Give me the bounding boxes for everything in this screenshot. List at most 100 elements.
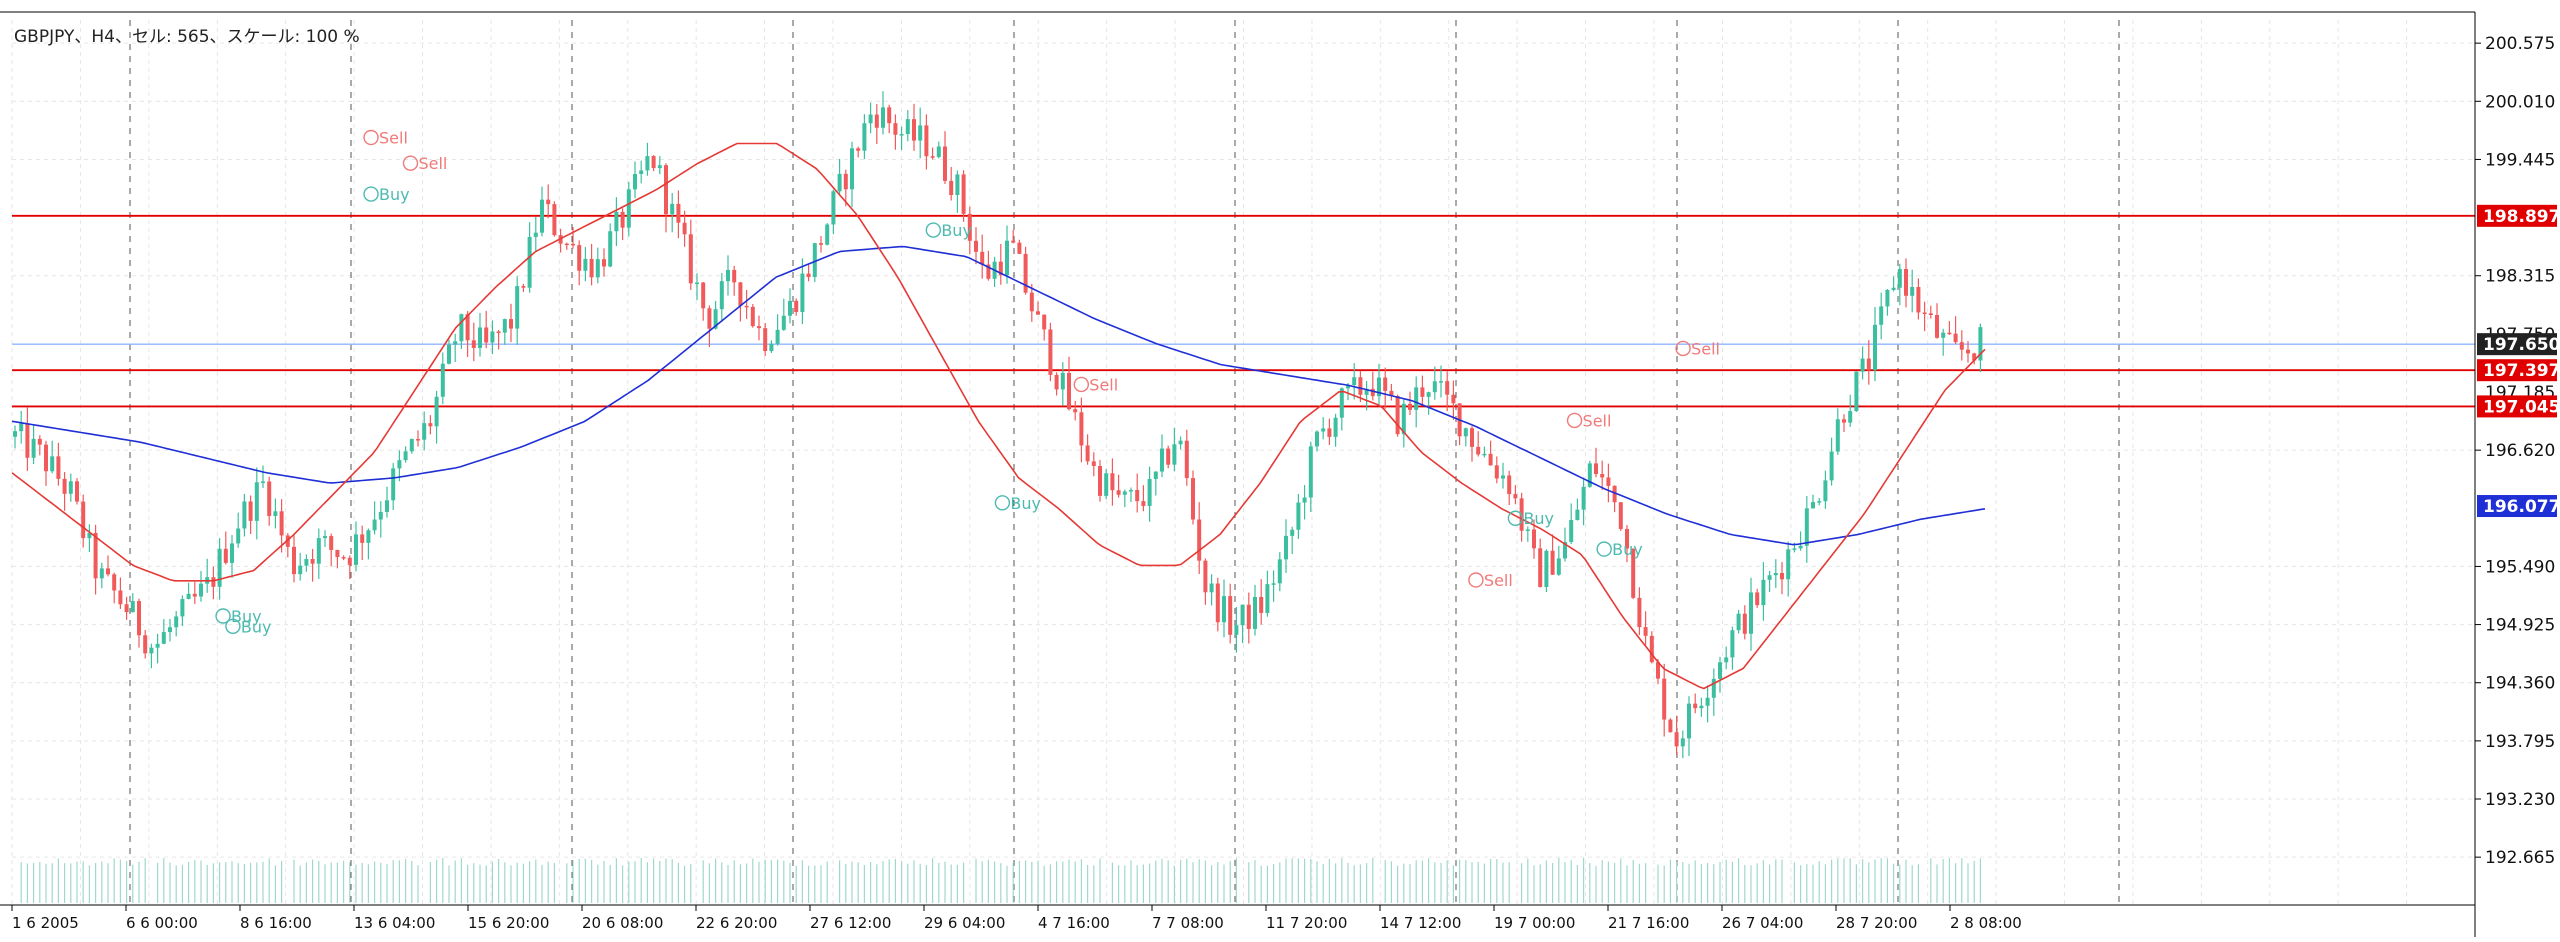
candle-body <box>1749 592 1753 634</box>
candle-body <box>564 243 569 246</box>
price-label-box <box>2477 204 2557 227</box>
candle-body <box>620 211 625 228</box>
candle-body <box>1017 242 1022 254</box>
candle-body <box>1302 497 1307 503</box>
candle-body <box>416 439 420 441</box>
candle-body <box>1346 385 1350 389</box>
price-label-box <box>2477 359 2557 382</box>
ma-slow-line <box>11 245 1986 546</box>
candle-body <box>298 565 303 575</box>
candle-body <box>1575 509 1580 521</box>
candle-body <box>1959 342 1964 350</box>
candle-body <box>1352 377 1357 386</box>
candle-body <box>490 331 495 343</box>
sell-marker-icon <box>363 129 379 146</box>
candle-body <box>502 319 507 333</box>
buy-label: Buy <box>241 617 272 636</box>
candle-body <box>912 119 916 141</box>
candle-body <box>1786 549 1791 580</box>
candle-body <box>447 344 451 364</box>
candle-body <box>651 156 656 169</box>
candle-body <box>236 528 241 544</box>
candle-body <box>99 568 104 579</box>
time-tick-label: 2 8 08:00 <box>1950 914 2022 932</box>
candle-body <box>546 199 551 205</box>
candle-body <box>1680 738 1685 747</box>
candle-body <box>1222 596 1226 623</box>
candle-body <box>1476 446 1481 455</box>
candle-body <box>639 170 644 175</box>
candle-body <box>56 456 61 479</box>
candle-body <box>279 511 284 536</box>
candle-body <box>924 125 929 157</box>
candle-body <box>1377 377 1381 397</box>
candle-body <box>478 327 482 348</box>
time-axis: 1 6 2005 6 6 00:00 8 6 16:00 13 6 04:00 15 6… <box>0 904 2475 932</box>
price-axis: 200.575 200.010 199.445 198.315 196.620 195.4… <box>0 11 2560 937</box>
candle-body <box>837 173 842 192</box>
candle-body <box>1234 625 1239 635</box>
candle-body <box>354 534 358 565</box>
time-tick-label: 7 7 08:00 <box>1152 914 1224 932</box>
candle-body <box>1587 463 1592 487</box>
candle-body <box>1854 371 1859 412</box>
candle-body <box>763 328 768 352</box>
candle-body <box>1389 390 1394 397</box>
candle-body <box>1631 548 1636 598</box>
candle-body <box>980 251 985 265</box>
candle-body <box>434 396 439 427</box>
sell-label: Sell <box>1583 411 1612 430</box>
candle-body <box>1370 388 1375 397</box>
candle-body <box>961 174 966 214</box>
price-tick-label: 194.925 <box>2485 616 2555 636</box>
sell-label: Sell <box>1484 571 1513 590</box>
candle-body <box>527 236 532 288</box>
price-tick-label: 193.230 <box>2485 790 2555 810</box>
candle-body <box>1600 473 1605 478</box>
candle-body <box>1327 428 1332 437</box>
candle-body <box>1122 491 1127 495</box>
candle-body <box>1866 358 1871 371</box>
candle-body <box>347 557 352 565</box>
candle-body <box>93 532 98 579</box>
candle-body <box>304 559 309 566</box>
candle-body <box>1569 520 1574 543</box>
candle-body <box>1643 627 1648 636</box>
candle-body <box>589 258 594 278</box>
price-tick-label: 193.795 <box>2485 732 2555 752</box>
candle-body <box>1420 387 1425 397</box>
candle-body <box>1414 387 1419 410</box>
candle-body <box>602 259 606 267</box>
candles <box>13 91 1983 759</box>
candle-body <box>87 532 92 539</box>
candle-body <box>1829 451 1834 481</box>
candle-body <box>1067 372 1071 410</box>
candle-body <box>1036 311 1040 315</box>
time-tick-label: 27 6 12:00 <box>810 914 891 932</box>
candle-body <box>1284 535 1288 560</box>
candle-body <box>1897 268 1902 288</box>
candle-body <box>850 148 854 190</box>
candle-body <box>533 232 538 237</box>
buy-marker-icon <box>1507 510 1524 526</box>
candle-body <box>806 273 811 278</box>
candle-body <box>986 264 991 279</box>
candle-body <box>13 431 17 437</box>
candle-body <box>422 423 427 440</box>
candle-body <box>1364 388 1369 395</box>
candle-body <box>856 148 861 151</box>
candle-body <box>1098 466 1102 496</box>
candle-body <box>1135 489 1140 502</box>
buy-marker-icon <box>215 608 231 624</box>
horizontal-lines[interactable] <box>12 214 2475 408</box>
candle-body <box>1848 411 1853 423</box>
candle-body <box>1228 596 1233 635</box>
candle-body <box>1308 446 1313 498</box>
candle-body <box>199 583 203 597</box>
candle-body <box>316 538 321 564</box>
candle-body <box>1383 377 1388 391</box>
candle-body <box>1215 583 1220 623</box>
moving-averages <box>11 142 1986 690</box>
